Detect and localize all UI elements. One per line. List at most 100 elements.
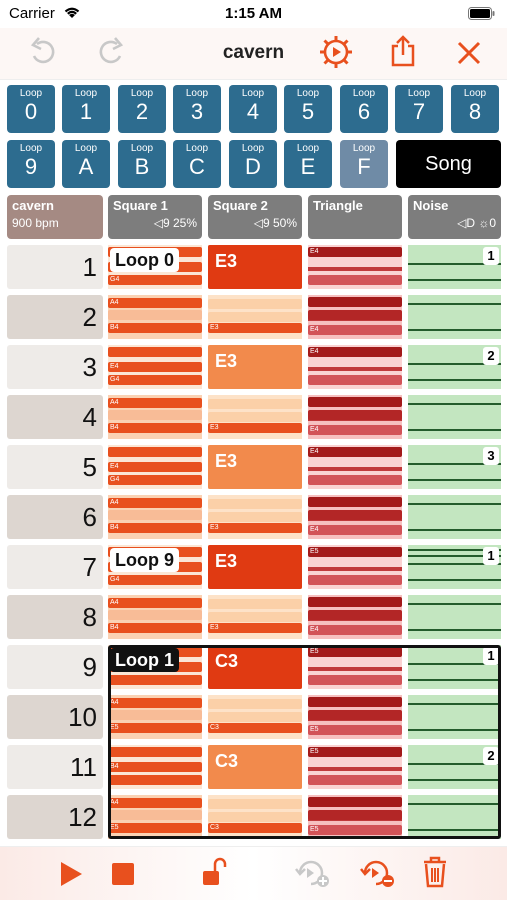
row-number[interactable]: 1 [7,245,103,289]
triangle-cell[interactable]: E4 [308,395,402,439]
undo-icon[interactable] [28,36,58,68]
play-icon[interactable] [58,861,84,887]
noise-cell[interactable] [408,295,501,339]
square2-cell[interactable]: E3 [208,445,302,489]
row-number[interactable]: 12 [7,795,103,839]
redo-icon[interactable] [96,36,126,68]
square1-cell[interactable]: A4 B4 [108,395,202,439]
noise-cell[interactable] [408,495,501,539]
loop-button[interactable]: Loop 3 [173,85,221,133]
loop-button[interactable]: Loop 2 [118,85,166,133]
trash-icon[interactable] [422,856,448,888]
note-bar [108,310,202,320]
square2-cell[interactable]: E3 [208,245,302,289]
loop-button-id: D [245,154,261,179]
triangle-cell[interactable]: E4 [308,595,402,639]
loop-button[interactable]: Loop 8 [451,85,499,133]
square1-cell[interactable]: A4 E5 [108,695,202,739]
triangle-cell[interactable]: E5 [308,545,402,589]
square1-cell[interactable]: A4 B4 [108,595,202,639]
loop-button[interactable]: Loop C [173,140,221,188]
row-number[interactable]: 3 [7,345,103,389]
square1-cell[interactable]: A4 B4 [108,295,202,339]
channel-header-square2[interactable]: Square 2 ◁9 50% [208,195,302,239]
row-number[interactable]: 9 [7,645,103,689]
square1-cell[interactable]: B4 [108,745,202,789]
noise-cell[interactable]: 3 [408,445,501,489]
square1-cell[interactable]: A4 B4 [108,495,202,539]
noise-cell[interactable]: 1 [408,245,501,289]
triangle-cell[interactable]: E4 [308,345,402,389]
stop-icon[interactable] [111,862,135,886]
noise-cell[interactable] [408,395,501,439]
channel-header-triangle[interactable]: Triangle [308,195,402,239]
note-line [308,767,402,771]
triangle-cell[interactable]: E5 [308,695,402,739]
triangle-cell[interactable]: E5 [308,645,402,689]
triangle-cell[interactable]: E4 [308,495,402,539]
square2-cell[interactable]: E3 [208,345,302,389]
loop-button[interactable]: Loop B [118,140,166,188]
square2-cell[interactable]: E3 [208,545,302,589]
loop-button[interactable]: Loop 6 [340,85,388,133]
loop-button[interactable]: Loop F [340,140,388,188]
noise-cell[interactable]: 2 [408,745,501,789]
square2-cell[interactable]: E3 [208,495,302,539]
noise-cell[interactable] [408,695,501,739]
note-bar [308,397,402,407]
note-line [408,529,501,531]
square2-cell[interactable]: C3 [208,695,302,739]
loop-button[interactable]: Loop 1 [62,85,110,133]
note-bar: B4 [108,323,202,333]
noise-cell[interactable]: 2 [408,345,501,389]
row-number[interactable]: 10 [7,695,103,739]
add-loop-icon[interactable] [294,857,332,889]
song-info-header[interactable]: cavern 900 bpm [7,195,103,239]
loop-button[interactable]: Loop 7 [395,85,443,133]
loop-button[interactable]: Loop 5 [284,85,332,133]
square2-cell[interactable]: E3 [208,595,302,639]
loop-button[interactable]: Loop D [229,140,277,188]
square1-cell[interactable]: A4 E5 [108,795,202,839]
note-bar [308,710,402,720]
status-time: 1:15 AM [225,5,282,22]
remove-loop-icon[interactable] [359,857,397,889]
channel-header-noise[interactable]: Noise ◁D ☼0 [408,195,501,239]
row-number[interactable]: 7 [7,545,103,589]
share-icon[interactable] [390,34,416,68]
loop-button[interactable]: Loop A [62,140,110,188]
sustained-note [208,345,302,389]
square2-cell[interactable]: C3 [208,645,302,689]
close-icon[interactable] [456,40,482,66]
square2-cell[interactable]: C3 [208,795,302,839]
loop-button[interactable]: Loop E [284,140,332,188]
triangle-cell[interactable]: E4 [308,295,402,339]
noise-cell[interactable] [408,795,501,839]
triangle-cell[interactable]: E4 [308,445,402,489]
channel-header-square1[interactable]: Square 1 ◁9 25% [108,195,202,239]
note-bar [308,375,402,385]
unlock-icon[interactable] [201,857,227,887]
triangle-cell[interactable]: E4 [308,245,402,289]
noise-cell[interactable]: 1 [408,645,501,689]
play-gear-icon[interactable] [319,35,353,69]
row-number[interactable]: 2 [7,295,103,339]
row-number[interactable]: 8 [7,595,103,639]
noise-cell[interactable]: 1 [408,545,501,589]
triangle-cell[interactable]: E5 [308,745,402,789]
triangle-cell[interactable]: E5 [308,795,402,839]
square2-cell[interactable]: E3 [208,295,302,339]
square2-cell[interactable]: C3 [208,745,302,789]
row-number[interactable]: 4 [7,395,103,439]
row-number[interactable]: 11 [7,745,103,789]
song-button[interactable]: Song [396,140,501,188]
square2-cell[interactable]: E3 [208,395,302,439]
loop-button[interactable]: Loop 4 [229,85,277,133]
row-number[interactable]: 6 [7,495,103,539]
noise-cell[interactable] [408,595,501,639]
loop-button[interactable]: Loop 0 [7,85,55,133]
row-number[interactable]: 5 [7,445,103,489]
loop-button[interactable]: Loop 9 [7,140,55,188]
